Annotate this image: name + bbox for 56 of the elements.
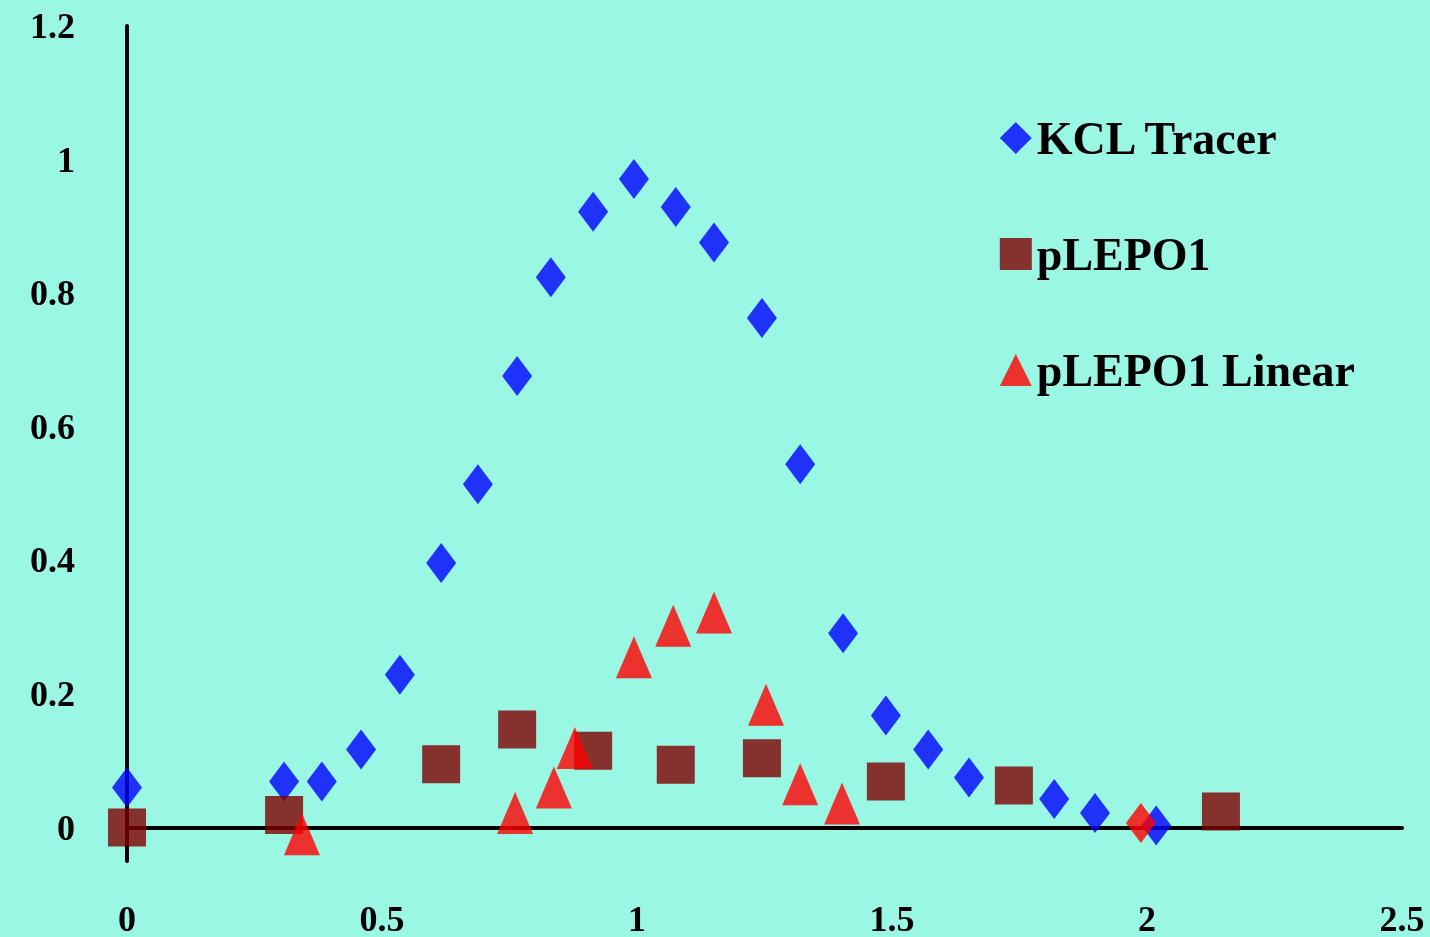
- point: [660, 187, 691, 228]
- point: [618, 158, 649, 199]
- point: [422, 745, 461, 784]
- point: [1079, 792, 1110, 833]
- x-tick-label: 2: [1138, 899, 1156, 937]
- point: [498, 710, 537, 749]
- y-tick-label: 0.6: [30, 406, 75, 447]
- y-tick-label: 1: [57, 139, 75, 180]
- point: [655, 604, 692, 647]
- point: [283, 813, 320, 856]
- point: [748, 683, 785, 726]
- y-tick-label: 1.2: [30, 6, 75, 46]
- point: [108, 808, 146, 847]
- y-tick-label: 0.4: [30, 540, 75, 581]
- point: [1039, 778, 1070, 819]
- point: [426, 543, 457, 584]
- point: [502, 356, 533, 397]
- y-tick-label: 0: [57, 807, 75, 848]
- point: [785, 444, 816, 485]
- legend-label: KCL Tracer: [1036, 112, 1277, 164]
- point: [346, 729, 377, 770]
- x-tick-label: 1: [628, 899, 646, 937]
- point: [699, 222, 730, 263]
- y-tick-label: 0.8: [30, 273, 75, 314]
- point: [384, 654, 415, 695]
- legend-label: pLEPO1 Linear: [1036, 344, 1356, 396]
- point: [112, 767, 142, 808]
- x-tick-label: 1.5: [869, 899, 915, 937]
- point: [828, 613, 859, 654]
- x-tick-label: 2.5: [1379, 899, 1425, 937]
- point: [824, 782, 861, 825]
- y-tick-label: 0.2: [30, 674, 75, 714]
- point: [462, 464, 493, 505]
- point: [656, 745, 695, 784]
- point: [497, 791, 534, 834]
- point: [913, 729, 944, 770]
- point: [535, 766, 572, 809]
- point: [782, 763, 819, 806]
- point: [746, 297, 777, 338]
- point: [870, 695, 901, 736]
- point: [954, 757, 985, 798]
- x-tick-label: 0.5: [359, 899, 405, 937]
- point: [994, 766, 1033, 805]
- point: [615, 636, 652, 679]
- point: [1125, 802, 1156, 843]
- point: [535, 257, 566, 298]
- legend-label: pLEPO1: [1036, 228, 1211, 280]
- point: [265, 795, 304, 834]
- point: [306, 761, 337, 802]
- point: [696, 591, 733, 634]
- point: [556, 727, 593, 770]
- point: [866, 762, 905, 801]
- point: [578, 191, 609, 232]
- point: [1201, 792, 1240, 831]
- point: [742, 739, 781, 778]
- x-tick-label: 0: [118, 899, 136, 937]
